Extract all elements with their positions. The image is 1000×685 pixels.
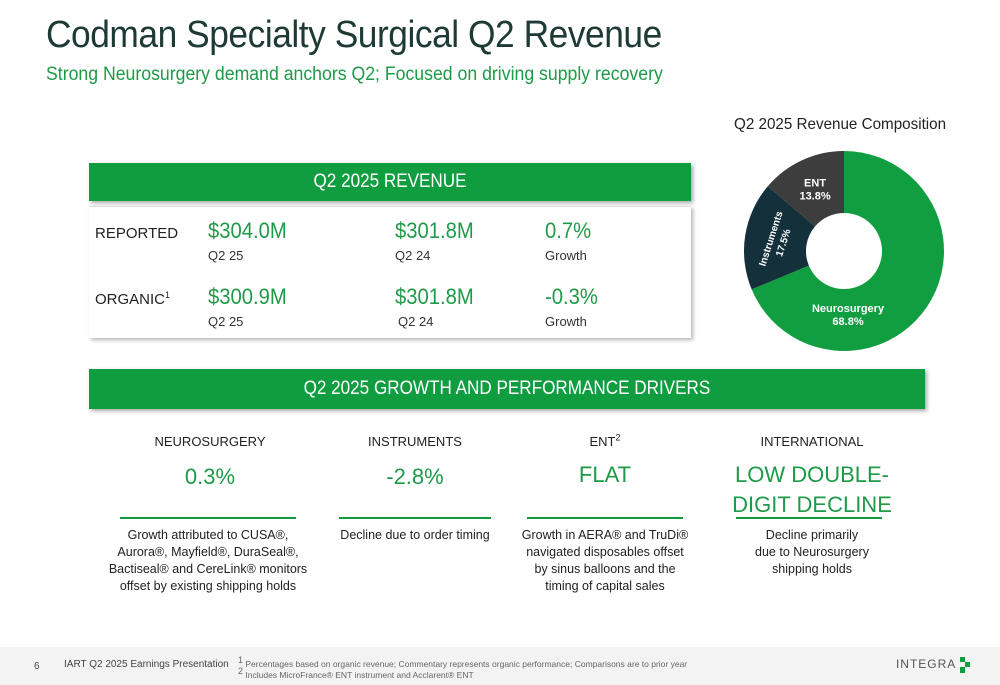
reported-current-period: Q2 25: [208, 248, 244, 263]
organic-prior-period: Q2 24: [398, 314, 434, 329]
driver-text-line: timing of capital sales: [545, 579, 665, 593]
revenue-panel: REPORTED $304.0M Q2 25 $301.8M Q2 24 0.7…: [89, 206, 691, 338]
driver-footnote-mark: 2: [615, 432, 621, 443]
driver-heading: INTERNATIONAL: [760, 434, 864, 449]
driver-text-line: Bactiseal® and CereLink® monitors: [108, 562, 308, 576]
organic-growth-label: Growth: [545, 314, 587, 329]
footnote-2-mark: 2: [238, 666, 244, 677]
driver-value: LOW DOUBLE- DIGIT DECLINE: [722, 460, 902, 520]
logo-mark-icon: [960, 657, 970, 673]
driver-text-line: due to Neurosurgery: [755, 545, 869, 559]
driver-text-line: Growth in AERA® and TruDi®: [521, 528, 689, 542]
footnote-2: 2 Includes MicroFrance® ENT instrument a…: [238, 667, 474, 680]
driver-text-line: offset by existing shipping holds: [119, 579, 297, 593]
organic-growth-value: -0.3%: [545, 284, 598, 309]
revenue-composition-donut: Neurosurgery68.8%Instruments17.5%ENT13.8…: [744, 151, 944, 351]
organic-label-wrap: ORGANIC1: [95, 290, 171, 309]
reported-prior-period: Q2 24: [395, 248, 431, 263]
donut-slice-neurosurgery: [751, 151, 944, 351]
driver-divider: [527, 517, 683, 519]
reported-label: REPORTED: [95, 225, 179, 242]
footnote-1-text: Percentages based on organic revenue; Co…: [245, 659, 688, 669]
driver-value: -2.8%: [386, 464, 444, 489]
driver-value: FLAT: [578, 462, 632, 487]
organic-prior-value: $301.8M: [395, 284, 474, 309]
drivers-banner-label: Q2 2025 GROWTH AND PERFORMANCE DRIVERS: [303, 378, 711, 399]
integra-logo: INTEGRA: [896, 657, 970, 673]
donut-slice-instruments: [744, 186, 816, 290]
driver-description: Growth attributed to CUSA®, Aurora®, May…: [104, 527, 312, 595]
revenue-banner-label: Q2 2025 REVENUE: [313, 171, 467, 192]
driver-heading-wrap: ENT2: [525, 432, 685, 449]
footnote-2-text: Includes MicroFrance® ENT instrument and…: [245, 670, 474, 680]
driver-heading: ENT: [589, 434, 616, 449]
driver-description: Decline due to order timing: [320, 527, 510, 544]
donut-label-name: Neurosurgery: [812, 303, 885, 315]
donut-label-name: ENT: [804, 177, 826, 189]
driver-description: Decline primarily due to Neurosurgery sh…: [722, 527, 902, 578]
footnote-1-mark: 1: [238, 655, 244, 666]
logo-text: INTEGRA: [895, 657, 956, 672]
page-title: Codman Specialty Surgical Q2 Revenue: [46, 14, 662, 56]
reported-growth-value: 0.7%: [545, 218, 592, 243]
chart-title: Q2 2025 Revenue Composition: [734, 116, 947, 133]
driver-value: 0.3%: [184, 464, 236, 489]
driver-description: Growth in AERA® and TruDi® navigated dis…: [512, 527, 698, 595]
driver-text-line: shipping holds: [772, 562, 852, 576]
donut-label-value: 13.8%: [799, 190, 830, 202]
driver-divider: [736, 517, 882, 519]
page-subtitle: Strong Neurosurgery demand anchors Q2; F…: [46, 64, 663, 85]
driver-text-line: Aurora®, Mayfield®, DuraSeal®,: [117, 545, 299, 559]
reported-growth-label: Growth: [545, 248, 587, 263]
driver-divider: [339, 517, 491, 519]
driver-text-line: Growth attributed to CUSA®,: [127, 528, 289, 542]
revenue-banner: Q2 2025 REVENUE: [89, 163, 691, 201]
driver-text-line: Decline primarily: [765, 528, 859, 542]
footer: 6 IART Q2 2025 Earnings Presentation 1 P…: [0, 647, 1000, 685]
footnote-1: 1 Percentages based on organic revenue; …: [238, 656, 688, 669]
driver-text-line: by sinus balloons and the: [534, 562, 676, 576]
page-number: 6: [34, 661, 40, 672]
driver-value-line: LOW DOUBLE-: [734, 462, 890, 487]
donut-label-value: 68.8%: [832, 316, 863, 328]
reported-prior-value: $301.8M: [395, 218, 474, 243]
driver-text-line: navigated disposables offset: [526, 545, 684, 559]
donut-slice-ent: [767, 151, 844, 227]
driver-value-line: DIGIT DECLINE: [732, 492, 892, 517]
organic-current-period: Q2 25: [208, 314, 244, 329]
presentation-name: IART Q2 2025 Earnings Presentation: [64, 659, 229, 670]
organic-label: ORGANIC: [95, 291, 166, 308]
organic-footnote-mark: 1: [165, 290, 171, 300]
driver-heading: INSTRUMENTS: [368, 434, 462, 449]
driver-text-line: Decline due to order timing: [340, 528, 490, 542]
driver-divider: [120, 517, 296, 519]
drivers-banner: Q2 2025 GROWTH AND PERFORMANCE DRIVERS: [89, 369, 925, 409]
organic-current-value: $300.9M: [208, 284, 287, 309]
reported-current-value: $304.0M: [208, 218, 287, 243]
driver-heading: NEUROSURGERY: [154, 434, 266, 449]
